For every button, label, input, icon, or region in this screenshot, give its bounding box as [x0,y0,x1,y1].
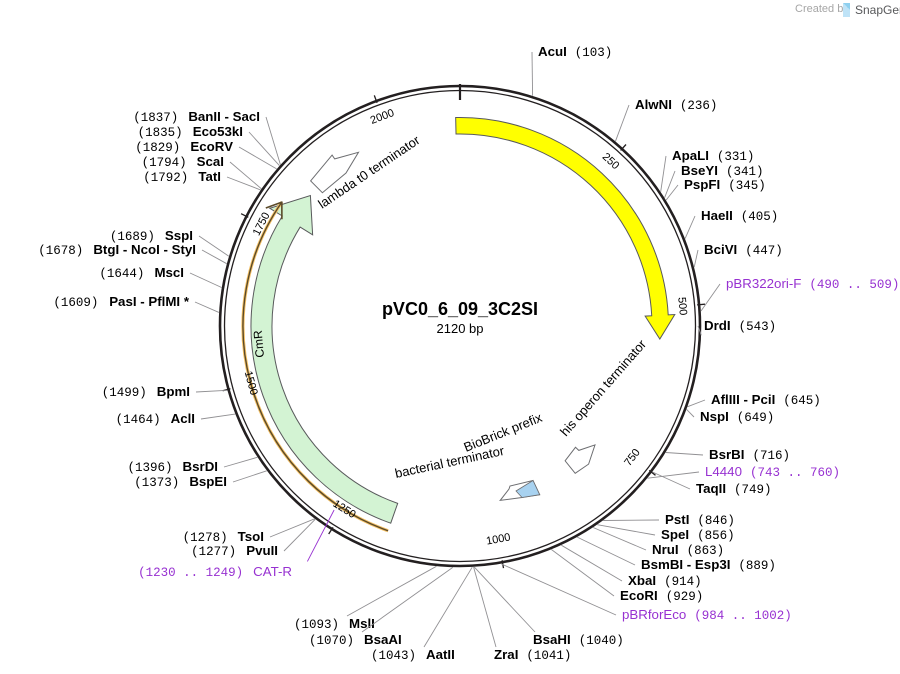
svg-text:(103): (103) [575,46,613,60]
svg-text:AlwNI: AlwNI [635,97,672,112]
svg-text:(743 .. 760): (743 .. 760) [750,466,840,480]
svg-text:XbaI: XbaI [628,573,656,588]
svg-text:BanII - SacI: BanII - SacI [188,109,260,124]
svg-text:SnapGene: SnapGene [855,3,900,17]
svg-text:(1835): (1835) [138,126,183,140]
svg-text:(1794): (1794) [142,156,187,170]
svg-text:PasI - PflMI *: PasI - PflMI * [109,294,190,309]
svg-text:SspI: SspI [165,228,193,243]
svg-text:BtgI - NcoI - StyI: BtgI - NcoI - StyI [93,242,196,257]
svg-text:(716): (716) [753,449,791,463]
svg-text:(749): (749) [734,483,772,497]
svg-text:DrdI: DrdI [704,318,731,333]
svg-text:(490 .. 509): (490 .. 509) [809,278,899,292]
svg-text:(914): (914) [664,575,702,589]
svg-text:(1829): (1829) [135,141,180,155]
svg-text:NruI: NruI [652,542,679,557]
svg-text:(543): (543) [739,320,777,334]
svg-text:BciVI: BciVI [704,242,737,257]
svg-text:AatII: AatII [426,647,455,662]
svg-text:(1093): (1093) [294,618,339,632]
svg-text:TsoI: TsoI [238,529,264,544]
svg-text:BsrBI: BsrBI [709,447,744,462]
svg-text:BpmI: BpmI [157,384,190,399]
svg-text:2120 bp: 2120 bp [437,321,484,336]
svg-text:PstI: PstI [665,512,689,527]
svg-text:(1041): (1041) [526,649,571,663]
svg-text:(889): (889) [738,559,776,573]
svg-text:SpeI: SpeI [661,527,689,542]
svg-text:(649): (649) [737,411,775,425]
svg-text:(1644): (1644) [99,267,144,281]
svg-text:1000: 1000 [485,531,511,547]
svg-text:(1499): (1499) [102,386,147,400]
svg-text:(1070): (1070) [309,634,354,648]
svg-text:(645): (645) [783,394,821,408]
svg-text:(856): (856) [697,529,735,543]
svg-text:(1678): (1678) [38,244,83,258]
svg-text:250: 250 [600,151,622,172]
svg-text:BsmBI - Esp3I: BsmBI - Esp3I [641,557,730,572]
svg-text:BsaHI: BsaHI [533,632,571,647]
svg-text:(405): (405) [741,210,779,224]
svg-text:AclI: AclI [171,411,195,426]
svg-text:BsaAI: BsaAI [364,632,402,647]
svg-text:pVC0_6_09_3C2SI: pVC0_6_09_3C2SI [382,299,538,319]
svg-text:pBRforEco: pBRforEco [622,607,686,622]
svg-text:(1464): (1464) [116,413,161,427]
svg-text:(236): (236) [680,99,718,113]
svg-text:MslI: MslI [349,616,375,631]
svg-text:(1396): (1396) [127,461,172,475]
svg-text:(447): (447) [745,244,783,258]
svg-text:(1277): (1277) [191,545,236,559]
svg-text:EcoRI: EcoRI [620,588,658,603]
svg-text:TaqII: TaqII [696,481,726,496]
svg-text:(929): (929) [666,590,704,604]
svg-text:(1837): (1837) [133,111,178,125]
svg-text:(345): (345) [728,179,766,193]
svg-text:CmR: CmR [251,329,267,358]
svg-text:BspEI: BspEI [189,474,227,489]
svg-text:ScaI: ScaI [197,154,224,169]
svg-text:(331): (331) [717,150,755,164]
svg-text:(1043): (1043) [371,649,416,663]
svg-text:PvuII: PvuII [246,543,278,558]
svg-text:TatI: TatI [198,169,221,184]
svg-text:(341): (341) [726,165,764,179]
svg-text:(1040): (1040) [579,634,624,648]
svg-text:his operon terminator: his operon terminator [557,336,650,439]
svg-text:NspI: NspI [700,409,729,424]
svg-text:ApaLI: ApaLI [672,148,709,163]
svg-text:(1609): (1609) [53,296,98,310]
svg-text:BseYI: BseYI [681,163,718,178]
svg-text:bacterial terminator: bacterial terminator [393,443,506,481]
svg-text:HaeII: HaeII [701,208,733,223]
svg-text:PspFI: PspFI [684,177,720,192]
svg-text:ZraI: ZraI [494,647,518,662]
svg-text:L4440: L4440 [705,464,742,479]
svg-text:(1230 .. 1249): (1230 .. 1249) [138,566,243,580]
svg-text:AcuI: AcuI [538,44,567,59]
svg-text:MscI: MscI [154,265,184,280]
svg-text:(984 .. 1002): (984 .. 1002) [694,609,792,623]
svg-text:BsrDI: BsrDI [183,459,218,474]
svg-text:2000: 2000 [369,107,396,127]
svg-text:750: 750 [622,447,643,469]
svg-text:EcoRV: EcoRV [190,139,233,154]
svg-text:(1792): (1792) [143,171,188,185]
svg-text:(846): (846) [697,514,735,528]
svg-text:Eco53kI: Eco53kI [193,124,243,139]
svg-text:(1278): (1278) [183,531,228,545]
svg-text:CAT-R: CAT-R [253,564,292,579]
svg-text:500: 500 [675,297,689,316]
svg-text:Created by: Created by [795,3,849,15]
svg-text:(1373): (1373) [134,476,179,490]
svg-text:AflIII - PciI: AflIII - PciI [711,392,775,407]
svg-text:(863): (863) [687,544,725,558]
svg-text:pBR322ori-F: pBR322ori-F [726,276,801,291]
